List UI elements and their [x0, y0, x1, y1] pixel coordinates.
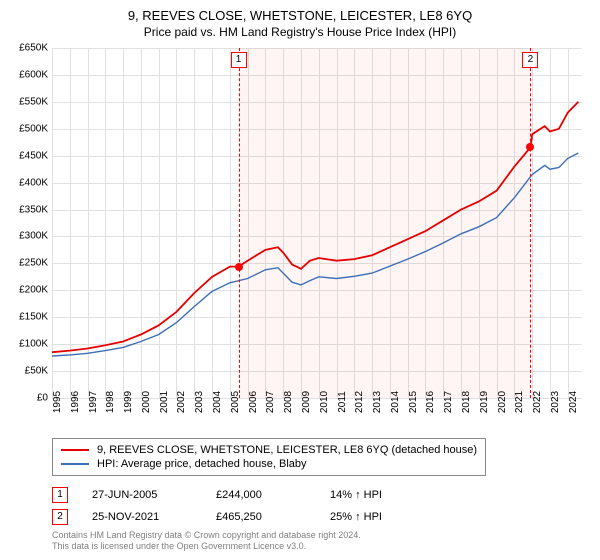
- event-hpi: 14% ↑ HPI: [330, 489, 420, 501]
- chart-subtitle: Price paid vs. HM Land Registry's House …: [0, 23, 600, 43]
- y-axis-label: £300K: [0, 231, 48, 242]
- y-axis-label: £500K: [0, 123, 48, 134]
- y-axis-label: £150K: [0, 312, 48, 323]
- y-axis-label: £250K: [0, 258, 48, 269]
- series-line: [52, 153, 578, 356]
- footer-line: This data is licensed under the Open Gov…: [52, 541, 361, 552]
- chart-container: 9, REEVES CLOSE, WHETSTONE, LEICESTER, L…: [0, 0, 600, 560]
- legend-row: 9, REEVES CLOSE, WHETSTONE, LEICESTER, L…: [61, 443, 477, 457]
- legend-label: 9, REEVES CLOSE, WHETSTONE, LEICESTER, L…: [97, 444, 477, 456]
- marker-dot: [526, 143, 534, 151]
- chart-title: 9, REEVES CLOSE, WHETSTONE, LEICESTER, L…: [0, 0, 600, 23]
- marker-dashed-line: [239, 48, 240, 398]
- events-table: 1 27-JUN-2005 £244,000 14% ↑ HPI 2 25-NO…: [52, 484, 420, 528]
- event-price: £465,250: [216, 511, 306, 523]
- y-axis-label: £550K: [0, 96, 48, 107]
- event-hpi: 25% ↑ HPI: [330, 511, 420, 523]
- y-axis-label: £50K: [0, 366, 48, 377]
- legend-swatch: [61, 463, 89, 465]
- chart-plot-area: £0£50K£100K£150K£200K£250K£300K£350K£400…: [52, 48, 582, 398]
- marker-dashed-line: [530, 48, 531, 398]
- y-axis-label: £600K: [0, 69, 48, 80]
- event-row: 2 25-NOV-2021 £465,250 25% ↑ HPI: [52, 506, 420, 528]
- footer-attribution: Contains HM Land Registry data © Crown c…: [52, 530, 361, 552]
- y-axis-label: £350K: [0, 204, 48, 215]
- legend-box: 9, REEVES CLOSE, WHETSTONE, LEICESTER, L…: [52, 438, 486, 476]
- footer-line: Contains HM Land Registry data © Crown c…: [52, 530, 361, 541]
- legend-label: HPI: Average price, detached house, Blab…: [97, 458, 307, 470]
- event-marker-box: 2: [52, 509, 68, 525]
- event-date: 25-NOV-2021: [92, 511, 192, 523]
- y-axis-label: £450K: [0, 150, 48, 161]
- series-line: [52, 102, 578, 352]
- event-date: 27-JUN-2005: [92, 489, 192, 501]
- y-axis-label: £650K: [0, 43, 48, 54]
- event-marker-box: 1: [52, 487, 68, 503]
- line-series-svg: [52, 48, 582, 398]
- y-axis-label: £400K: [0, 177, 48, 188]
- marker-dot: [235, 263, 243, 271]
- y-axis-label: £0: [0, 393, 48, 404]
- event-row: 1 27-JUN-2005 £244,000 14% ↑ HPI: [52, 484, 420, 506]
- y-axis-label: £100K: [0, 339, 48, 350]
- y-axis-label: £200K: [0, 285, 48, 296]
- event-price: £244,000: [216, 489, 306, 501]
- legend-row: HPI: Average price, detached house, Blab…: [61, 457, 477, 471]
- legend-swatch: [61, 449, 89, 451]
- marker-number-box: 2: [522, 52, 538, 68]
- marker-number-box: 1: [231, 52, 247, 68]
